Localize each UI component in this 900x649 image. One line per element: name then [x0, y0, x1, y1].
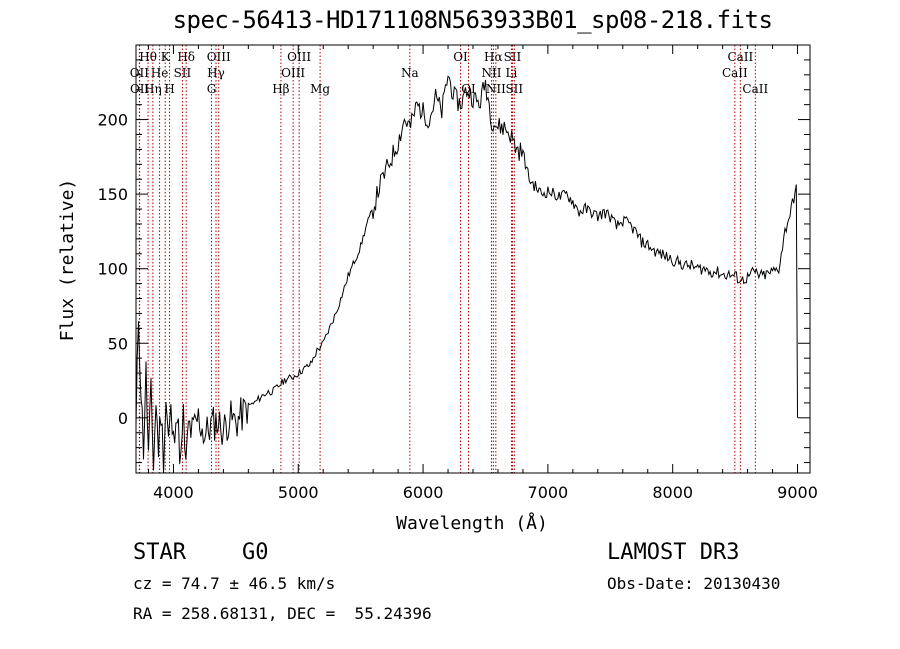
- spectral-line-label: OIII: [207, 50, 231, 64]
- spectral-line-label: OIII: [281, 66, 305, 80]
- spectral-line-label: He: [151, 66, 169, 80]
- spectral-line-label: OI: [453, 50, 468, 64]
- obs-date: Obs-Date: 20130430: [607, 574, 781, 593]
- ra-dec: RA = 258.68131, DEC = 55.24396: [133, 604, 432, 623]
- spectral-line-label: OII: [130, 82, 150, 96]
- spectral-line-label: OI: [461, 82, 476, 96]
- spectral-line-label: Hδ: [177, 50, 195, 64]
- x-tick-label: 9000: [777, 483, 818, 502]
- spectral-line-label: CaII: [742, 82, 768, 96]
- y-tick-label: 50: [108, 334, 128, 353]
- y-tick-label: 200: [97, 111, 128, 130]
- spectral-line-label: CaII: [722, 66, 748, 80]
- x-tick-label: 6000: [403, 483, 444, 502]
- x-tick-label: 4000: [153, 483, 194, 502]
- spectral-line-label: Hγ: [207, 66, 225, 80]
- chart-title: spec-56413-HD171108N563933B01_sp08-218.f…: [172, 6, 773, 34]
- y-tick-label: 150: [97, 185, 128, 204]
- spectral-line-label: OIII: [287, 50, 311, 64]
- redshift-cz: cz = 74.7 ± 46.5 km/s: [133, 574, 336, 593]
- spectral-line-label: K: [161, 50, 171, 64]
- subclass: G0: [242, 540, 269, 565]
- spectral-line-label: NII: [481, 66, 501, 80]
- x-tick-label: 8000: [652, 483, 693, 502]
- spectral-line-label: Hα: [484, 50, 503, 64]
- survey-name: LAMOST DR3: [607, 540, 740, 565]
- object-class: STAR: [133, 540, 186, 565]
- spectral-line-label: Hθ: [139, 50, 157, 64]
- x-axis-label: Wavelength (Å): [396, 512, 548, 534]
- spectral-line-label: Li: [506, 66, 518, 80]
- spectral-line-label: Hη: [144, 82, 162, 96]
- spectral-line-label: SII: [504, 50, 522, 64]
- spectral-line-label: SII: [505, 82, 523, 96]
- spectral-line-label: NII: [486, 82, 506, 96]
- y-tick-label: 100: [97, 260, 128, 279]
- spectrum-series-line: [135, 75, 798, 474]
- spectral-line-label: CaII: [727, 50, 753, 64]
- axes-layer: 4000 5000 6000 7000 8000 9000 0 50 100 150 200: [97, 44, 818, 502]
- spectral-line-label: H: [164, 82, 174, 96]
- x-tick-label: 5000: [278, 483, 319, 502]
- x-tick-label: 7000: [528, 483, 569, 502]
- spectral-line-label: SII: [174, 66, 192, 80]
- spectral-line-label: Na: [401, 66, 419, 80]
- plot-frame: [135, 44, 811, 474]
- y-tick-label: 0: [118, 409, 128, 428]
- spectral-line-label: Mg: [310, 82, 330, 96]
- spectral-line-label: Hβ: [272, 82, 289, 96]
- y-axis-label: Flux (relative): [57, 179, 78, 342]
- series-layer: [135, 75, 798, 474]
- spectral-line-label: G: [207, 82, 217, 96]
